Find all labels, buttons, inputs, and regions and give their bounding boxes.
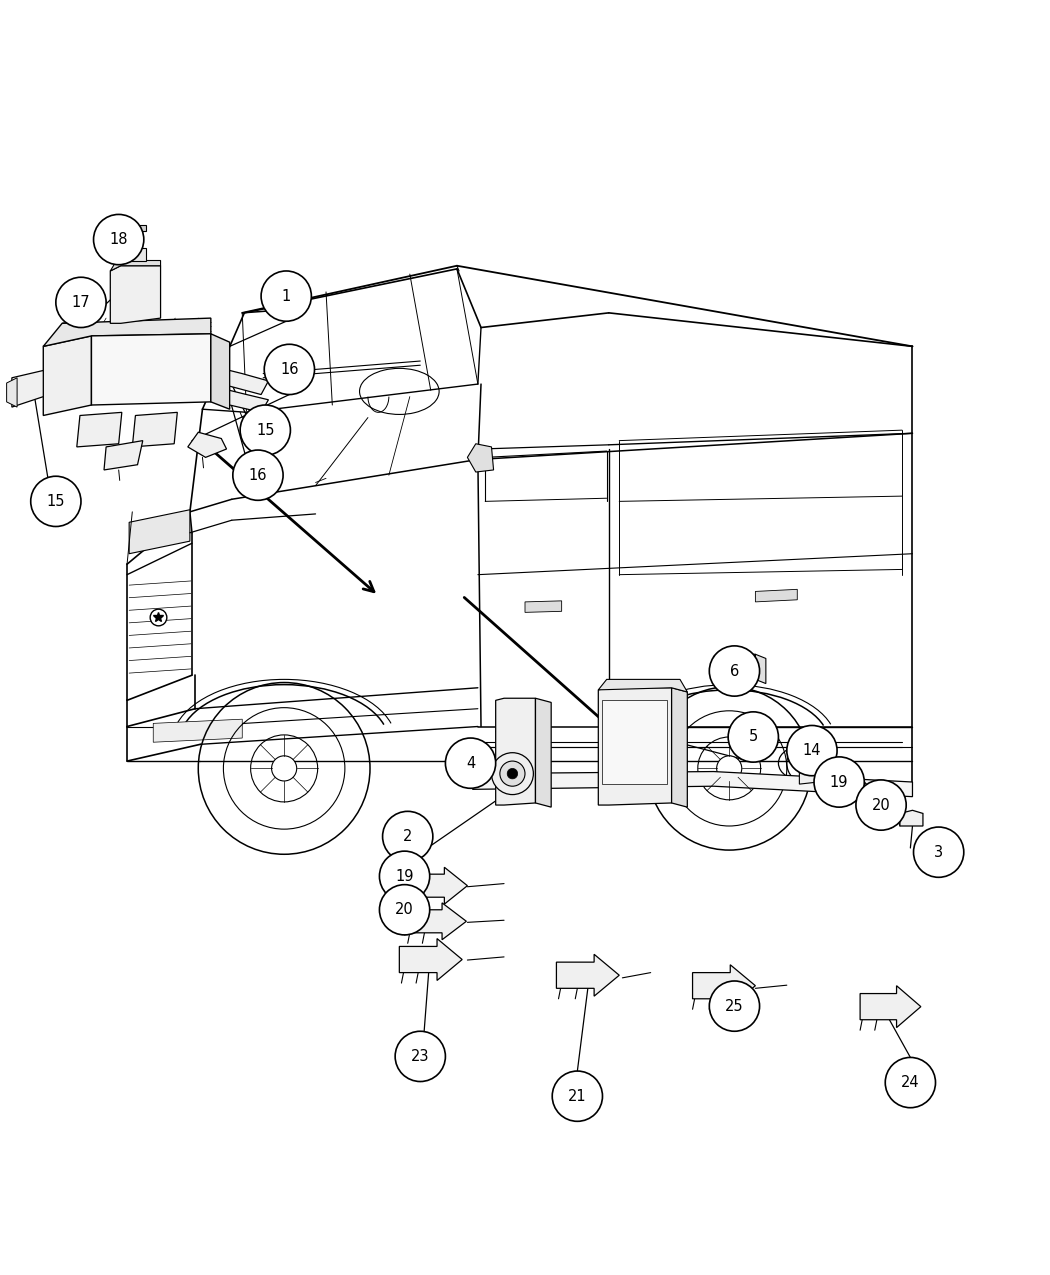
Circle shape [272,756,297,782]
Circle shape [814,757,864,807]
Polygon shape [536,699,551,807]
Circle shape [856,780,906,830]
Circle shape [395,1031,445,1081]
Text: 20: 20 [872,798,890,812]
Text: 3: 3 [934,844,943,859]
Polygon shape [211,334,230,409]
Text: 18: 18 [109,232,128,247]
Circle shape [261,272,312,321]
Polygon shape [91,334,211,405]
Polygon shape [472,771,912,797]
Circle shape [500,761,525,787]
Polygon shape [125,247,146,260]
Polygon shape [410,867,467,904]
Polygon shape [714,654,755,681]
Circle shape [507,769,518,779]
Polygon shape [132,412,177,448]
Text: 20: 20 [395,903,414,917]
Polygon shape [603,700,668,784]
Polygon shape [230,390,269,412]
Polygon shape [693,965,755,1007]
Polygon shape [399,938,462,980]
Text: 19: 19 [395,868,414,884]
Text: 4: 4 [466,756,476,770]
Circle shape [233,450,284,500]
Circle shape [265,344,315,394]
Text: 15: 15 [46,493,65,509]
Text: 16: 16 [280,362,298,377]
Text: 23: 23 [411,1049,429,1063]
Circle shape [56,277,106,328]
Text: 5: 5 [749,729,758,745]
Polygon shape [672,687,688,807]
Polygon shape [129,510,190,553]
Text: 24: 24 [901,1075,920,1090]
Circle shape [93,214,144,265]
Polygon shape [755,589,797,602]
Text: 2: 2 [403,829,413,844]
Polygon shape [405,903,466,940]
Polygon shape [110,265,161,324]
Circle shape [491,752,533,794]
Polygon shape [125,224,146,231]
Circle shape [710,980,759,1031]
Polygon shape [755,654,765,683]
Polygon shape [860,986,921,1028]
Polygon shape [43,335,91,416]
Polygon shape [598,687,672,805]
Circle shape [710,646,759,696]
Polygon shape [104,441,143,470]
Text: 16: 16 [249,468,267,483]
Circle shape [30,477,81,527]
Polygon shape [598,680,688,692]
Polygon shape [230,371,269,394]
Polygon shape [12,371,43,407]
Polygon shape [837,775,868,797]
Circle shape [717,756,741,782]
Polygon shape [900,811,923,826]
Text: 14: 14 [802,743,821,759]
Circle shape [445,738,496,788]
Circle shape [379,885,429,935]
Text: 25: 25 [726,998,743,1014]
Circle shape [728,711,778,762]
Text: 21: 21 [568,1089,587,1104]
Text: 15: 15 [256,422,274,437]
Polygon shape [556,954,619,996]
Polygon shape [153,719,243,742]
Polygon shape [799,742,818,784]
Circle shape [914,827,964,877]
Polygon shape [467,444,493,472]
Circle shape [379,852,429,901]
Text: 17: 17 [71,295,90,310]
Text: 19: 19 [830,774,848,789]
Polygon shape [188,432,227,458]
Polygon shape [496,699,536,805]
Polygon shape [43,317,211,347]
Text: 1: 1 [281,288,291,303]
Polygon shape [6,377,17,407]
Polygon shape [77,412,122,448]
Circle shape [786,725,837,775]
Text: 6: 6 [730,663,739,678]
Circle shape [240,405,291,455]
Circle shape [885,1057,936,1108]
Polygon shape [525,601,562,612]
Polygon shape [876,794,904,817]
Circle shape [382,811,433,862]
Circle shape [552,1071,603,1121]
Polygon shape [110,260,161,272]
